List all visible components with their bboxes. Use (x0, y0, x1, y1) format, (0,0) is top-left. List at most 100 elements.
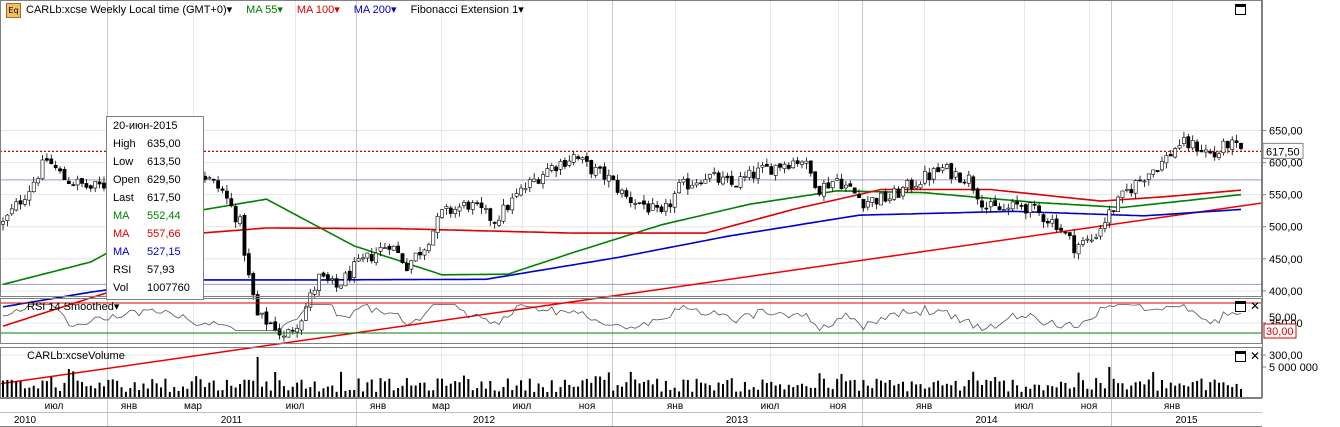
price-panel-frame (0, 0, 1262, 297)
volume-bar (1178, 383, 1181, 397)
candle-body (584, 156, 589, 162)
candle-body (971, 176, 976, 191)
volume-bar (502, 386, 505, 397)
ma55-dropdown-icon[interactable]: ▾ (277, 4, 283, 16)
candle-body (747, 169, 752, 178)
volume-bar (19, 381, 22, 397)
main-panel-maximize-icon[interactable] (1235, 4, 1246, 15)
tooltip-row: Open 629,50 (113, 171, 201, 189)
fib-extension-legend[interactable]: Fibonacci Extension 1▾ (410, 4, 524, 16)
volume-panel-maximize-icon[interactable] (1235, 351, 1246, 362)
rsi-panel-title[interactable]: RSI 14 Smoothed▾ (27, 301, 120, 313)
candle-body (918, 183, 923, 189)
candle-body (484, 208, 488, 210)
tooltip-row-label: Open (113, 174, 140, 186)
candle-body (66, 180, 71, 185)
symbol-dropdown-icon[interactable]: ▾ (226, 4, 233, 16)
candle-body (804, 160, 809, 164)
candle-body (31, 181, 36, 192)
candle-body (97, 181, 102, 185)
candle-body (339, 285, 343, 289)
candle-body (1116, 196, 1120, 212)
candle-body (501, 204, 506, 222)
volume-panel-title: CARLb:xcseVolume (27, 350, 125, 362)
volume-bar (511, 390, 514, 397)
volume-bar (45, 381, 48, 397)
candle-body (1076, 244, 1081, 255)
tooltip-row-label: RSI (113, 264, 132, 276)
volume-bar (735, 391, 738, 397)
rsi-panel-close-icon[interactable]: ✕ (1250, 299, 1261, 313)
candle-body (870, 197, 875, 203)
volume-bar (634, 379, 637, 397)
volume-bar (888, 380, 891, 397)
candle-body (672, 193, 677, 208)
fibonacci-trendline[interactable] (0, 202, 1263, 385)
ma100-legend[interactable]: MA 100▾ (296, 4, 340, 16)
ma55-legend[interactable]: MA 55▾ (246, 4, 283, 16)
candle-body (1107, 209, 1112, 224)
volume-bar (10, 379, 13, 397)
volume-bar (783, 389, 786, 397)
ma200-dropdown-icon[interactable]: ▾ (391, 4, 397, 16)
volume-bar (195, 376, 198, 397)
candle-body (769, 166, 774, 175)
candle-body (962, 181, 967, 184)
candle-body (255, 294, 260, 316)
symbol-label[interactable]: CARLb:xcse Weekly Local time (GMT+0)▾ (26, 4, 233, 16)
volume-bar (199, 379, 202, 397)
volume-bar (1143, 384, 1146, 397)
volume-bar (972, 371, 975, 397)
volume-bar (1169, 382, 1172, 397)
candle-body (1190, 140, 1195, 149)
rsi-dropdown-icon[interactable]: ▾ (113, 301, 120, 313)
x-month-label: мар (184, 401, 202, 412)
candle-body (624, 190, 629, 197)
ma100-line[interactable] (2, 188, 1242, 327)
x-year-label: 2011 (221, 415, 243, 426)
volume-bar (85, 386, 88, 397)
ma200-line[interactable] (2, 208, 1242, 308)
candle-body (220, 188, 225, 191)
candle-body (606, 174, 611, 182)
volume-bar (1218, 382, 1221, 397)
volume-bar (252, 380, 255, 397)
candle-body (690, 184, 695, 189)
volume-bar (1042, 390, 1045, 397)
volume-bar (427, 390, 430, 397)
candle-body (497, 219, 501, 226)
candle-body (598, 166, 602, 169)
candle-body (453, 208, 458, 214)
volume-bar (541, 387, 544, 397)
candle-body (756, 167, 760, 179)
candle-body (633, 203, 638, 205)
x-month-label: июл (761, 401, 780, 412)
app-logo-icon: Eq (6, 3, 21, 18)
volume-bar (230, 385, 233, 397)
candle-body (1234, 140, 1239, 143)
volume-bar (383, 381, 386, 397)
volume-bar (585, 378, 588, 397)
candle-body (791, 160, 796, 169)
ma100-dropdown-icon[interactable]: ▾ (334, 4, 340, 16)
candle-body (729, 175, 734, 185)
volume-bar (572, 386, 575, 397)
candle-body (71, 184, 76, 186)
x-month-label: мар (432, 401, 450, 412)
candle-body (778, 163, 782, 168)
x-month-label: янв (916, 401, 932, 412)
volume-bar (708, 385, 711, 397)
volume-panel-close-icon[interactable]: ✕ (1250, 349, 1261, 363)
volume-bar (445, 385, 448, 397)
volume-bar (937, 380, 940, 397)
candle-body (9, 208, 14, 215)
tooltip-row: MA 552,44 (113, 207, 201, 225)
ma200-legend[interactable]: MA 200▾ (353, 4, 397, 16)
rsi-panel-maximize-icon[interactable] (1235, 301, 1246, 312)
x-month-label: июл (286, 401, 305, 412)
volume-bar (1222, 382, 1225, 397)
fib-dropdown-icon[interactable]: ▾ (518, 4, 524, 16)
rsi-line[interactable] (2, 303, 1242, 332)
